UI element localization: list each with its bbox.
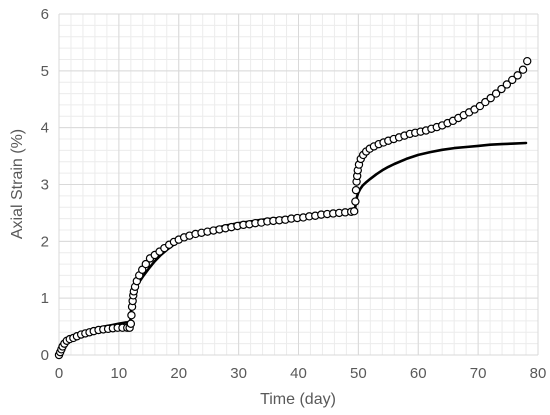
data-point bbox=[508, 75, 517, 85]
x-tick-label: 20 bbox=[170, 365, 187, 382]
data-point bbox=[351, 197, 360, 206]
y-tick-label: 0 bbox=[41, 347, 49, 364]
data-point bbox=[513, 71, 522, 80]
data-point bbox=[127, 311, 136, 320]
y-axis-tick-labels: 0 1 2 3 4 5 6 bbox=[41, 6, 49, 364]
measured-data-markers bbox=[54, 56, 532, 360]
y-tick-label: 2 bbox=[41, 233, 49, 250]
x-axis-tick-labels: 0 10 20 30 40 50 60 70 80 bbox=[55, 365, 547, 382]
data-point bbox=[349, 207, 359, 216]
y-axis-title: Axial Strain (%) bbox=[9, 129, 26, 239]
x-tick-label: 60 bbox=[410, 365, 427, 382]
x-tick-label: 80 bbox=[530, 365, 547, 382]
x-axis-title: Time (day) bbox=[260, 391, 336, 408]
data-point bbox=[523, 56, 532, 66]
data-point bbox=[518, 65, 528, 74]
data-point bbox=[126, 319, 136, 328]
data-point bbox=[486, 93, 495, 103]
x-tick-label: 0 bbox=[55, 365, 63, 382]
y-tick-label: 4 bbox=[41, 120, 49, 137]
data-point bbox=[141, 259, 151, 269]
data-point bbox=[497, 84, 506, 94]
x-tick-label: 30 bbox=[230, 365, 247, 382]
y-tick-label: 5 bbox=[41, 63, 49, 80]
data-point bbox=[351, 185, 361, 195]
major-gridlines bbox=[58, 13, 539, 356]
x-tick-label: 40 bbox=[290, 365, 307, 382]
x-tick-label: 10 bbox=[111, 365, 128, 382]
x-tick-label: 70 bbox=[470, 365, 487, 382]
y-tick-label: 1 bbox=[41, 290, 49, 307]
data-point bbox=[491, 89, 501, 98]
y-tick-label: 3 bbox=[41, 177, 49, 194]
x-tick-label: 50 bbox=[350, 365, 367, 382]
y-tick-label: 6 bbox=[41, 6, 49, 23]
data-point bbox=[502, 80, 512, 89]
